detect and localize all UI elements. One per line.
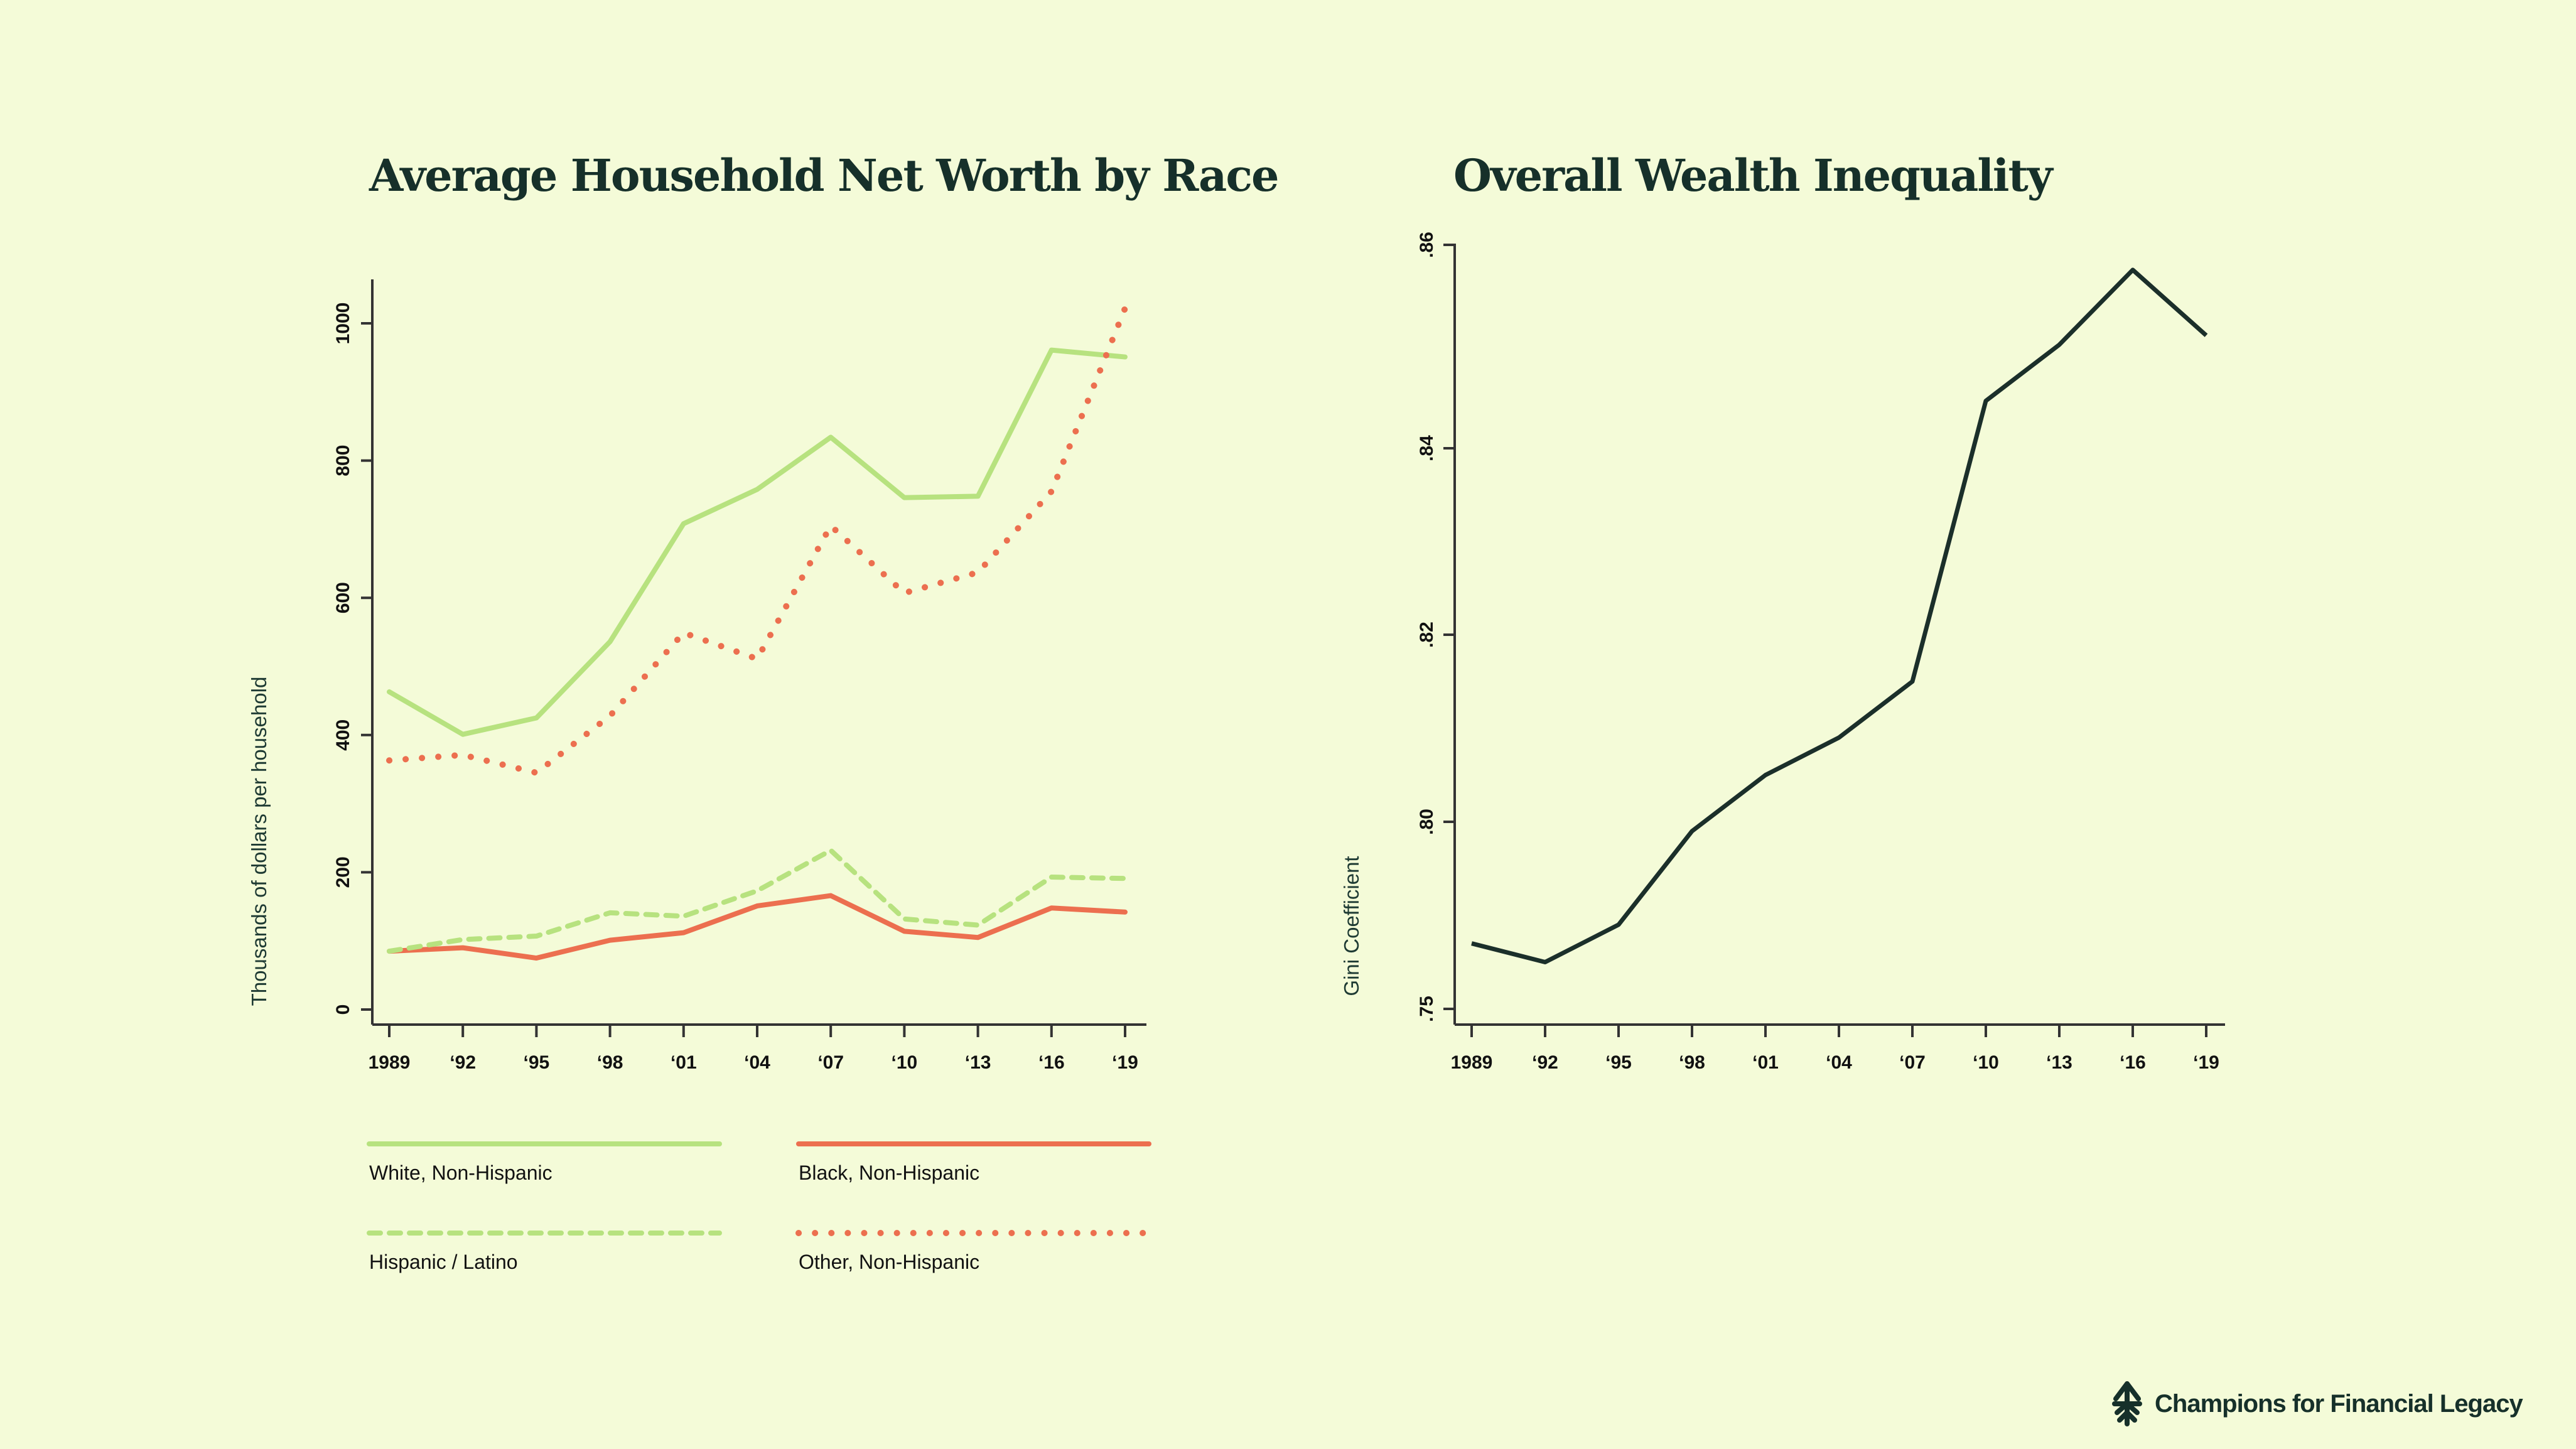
left-x-tick-label: ‘92 — [450, 1052, 476, 1073]
right-x-tick-label: ‘95 — [1605, 1052, 1632, 1073]
chart-title-wealth-inequality: Overall Wealth Inequality — [1453, 149, 2053, 202]
legend-label: Hispanic / Latino — [369, 1251, 518, 1273]
brand-logo: Champions for Financial Legacy — [2110, 1381, 2523, 1426]
right-x-tick-label: ‘16 — [2120, 1052, 2146, 1073]
right-x-tick-label: ‘10 — [1973, 1052, 1999, 1073]
right-y-tick-label: .86 — [1416, 232, 1437, 258]
left-y-tick-label: 1000 — [333, 303, 353, 345]
right-x-tick-label: ‘13 — [2046, 1052, 2072, 1073]
legend-label: Black, Non-Hispanic — [799, 1161, 980, 1184]
right-y-tick-label: .84 — [1416, 435, 1437, 461]
series-line-hispanic-latino — [387, 848, 1128, 954]
brand-name: Champions for Financial Legacy — [2155, 1389, 2523, 1418]
gini-chart: Gini Coefficient .75 .80 .82 .84 .86 1989 ‘92… — [1340, 232, 2225, 1073]
right-x-tick-label: ‘04 — [1826, 1052, 1852, 1073]
net-worth-chart: Thousands of dollars per household 0 200 4… — [247, 279, 1152, 1236]
right-x-tick-label: ‘01 — [1752, 1052, 1779, 1073]
left-x-tick-label: ‘16 — [1038, 1052, 1065, 1073]
right-x-tick-label: ‘07 — [1899, 1052, 1926, 1073]
left-x-tick-label: ‘04 — [744, 1052, 770, 1073]
chart-title-net-worth: Average Household Net Worth by Race — [369, 149, 1280, 202]
series-line-other-non-hispanic — [386, 304, 1128, 776]
right-x-tick-label: ‘92 — [1532, 1052, 1558, 1073]
left-x-tick-label: ‘01 — [671, 1052, 697, 1073]
left-x-tick-label: ‘19 — [1112, 1052, 1138, 1073]
left-y-tick-label: 0 — [333, 1005, 353, 1015]
right-x-tick-label: ‘98 — [1679, 1052, 1705, 1073]
tree-arrow-logo-icon — [2112, 1381, 2142, 1426]
series-line-black-non-hispanic — [387, 893, 1128, 961]
left-y-tick-label: 200 — [333, 856, 353, 888]
left-x-tick-label: ‘07 — [817, 1052, 844, 1073]
right-y-axis-title: Gini Coefficient — [1340, 856, 1363, 996]
legend-label: White, Non-Hispanic — [369, 1161, 552, 1184]
right-y-tick-label: .75 — [1416, 996, 1437, 1022]
left-y-tick-label: 400 — [333, 719, 353, 751]
left-x-tick-label: 1989 — [369, 1052, 411, 1073]
left-x-tick-label: ‘10 — [892, 1052, 918, 1073]
left-x-tick-label: ‘98 — [597, 1052, 623, 1073]
right-x-tick-label: ‘19 — [2193, 1052, 2219, 1073]
left-x-tick-label: ‘95 — [524, 1052, 550, 1073]
left-y-tick-label: 600 — [333, 582, 353, 613]
right-y-tick-label: .82 — [1416, 622, 1437, 648]
legend-label: Other, Non-Hispanic — [799, 1251, 980, 1273]
series-line-white-non-hispanic — [387, 347, 1128, 737]
left-x-tick-label: ‘13 — [965, 1052, 991, 1073]
right-y-tick-label: .80 — [1416, 809, 1437, 835]
left-y-tick-label: 800 — [333, 445, 353, 477]
left-y-axis-title: Thousands of dollars per household — [247, 677, 271, 1006]
right-x-tick-label: 1989 — [1451, 1052, 1493, 1073]
gini-series-line — [1471, 267, 2208, 964]
